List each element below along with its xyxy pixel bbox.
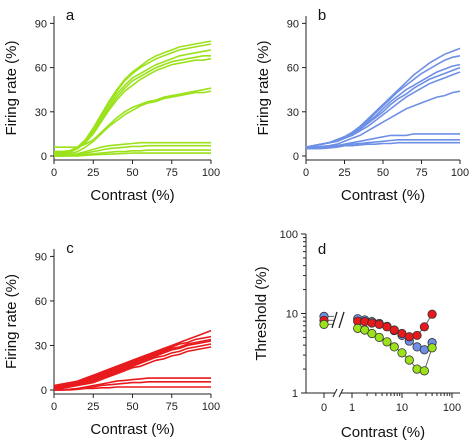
series-line-3 (54, 49, 212, 154)
axis-break-mark (338, 388, 344, 398)
panel-label: d (318, 241, 326, 258)
series-line-11 (54, 152, 211, 157)
y-tick-label: 0 (293, 151, 299, 163)
y-tick-label: 60 (35, 296, 47, 308)
x-tick-label: 0 (51, 167, 57, 179)
y-tick-label: 90 (287, 18, 299, 30)
series-line-5 (53, 343, 212, 390)
x-tick-label: 1 (349, 402, 355, 414)
data-point (404, 332, 414, 342)
axis-break-mark (332, 388, 338, 398)
x-axis-label: Contrast (%) (90, 187, 174, 204)
data-point (374, 332, 384, 343)
x-tick-label: 50 (126, 401, 138, 413)
x-tick-label: 0 (321, 402, 327, 414)
panel-label: b (318, 7, 326, 24)
y-axis-label: Threshold (%) (253, 266, 270, 360)
panel-b (302, 16, 461, 164)
panel-label: c (66, 240, 74, 257)
data-point (374, 319, 384, 329)
panel-d (301, 233, 460, 398)
series-line-3 (53, 338, 212, 388)
data-point (397, 348, 407, 358)
series-line-1 (54, 40, 212, 153)
series-line-8 (54, 141, 211, 157)
x-tick-label: 75 (415, 167, 427, 179)
x-axis-label: Contrast (%) (341, 187, 425, 204)
y-tick-label: 90 (35, 18, 47, 30)
panel-a (50, 16, 212, 164)
x-tick-label: 25 (87, 167, 99, 179)
y-axis-label: Firing rate (%) (3, 40, 20, 135)
x-tick-label: 50 (126, 167, 138, 179)
series-line-4 (305, 66, 461, 148)
axis-break-gap (335, 389, 341, 397)
series-line-9 (306, 141, 460, 148)
x-tick-label: 100 (202, 401, 220, 413)
y-axis-label: Firing rate (%) (255, 40, 272, 135)
y-tick-label: 1 (292, 388, 298, 400)
data-point (412, 330, 422, 341)
x-tick-label: 75 (166, 167, 178, 179)
y-tick-label: 0 (41, 385, 47, 397)
series-line-9 (54, 386, 211, 391)
panel-label: a (66, 7, 75, 24)
x-axis-label: Contrast (%) (341, 424, 425, 441)
y-tick-label: 60 (35, 63, 47, 75)
x-tick-label: 75 (166, 401, 178, 413)
series-line-5 (305, 71, 461, 148)
y-tick-label: 90 (35, 251, 47, 263)
panel-c (50, 249, 212, 398)
data-point (427, 343, 437, 353)
series-line-9 (54, 144, 211, 157)
series-line-6 (54, 346, 212, 390)
data-point (419, 345, 429, 355)
data-break-mark (338, 311, 345, 329)
x-tick-label: 50 (377, 167, 389, 179)
data-break-mark (331, 311, 338, 329)
y-tick-label: 30 (35, 107, 47, 119)
data-point (419, 322, 429, 332)
x-axis-label: Contrast (%) (90, 421, 174, 438)
data-point (389, 325, 399, 335)
data-break-gap (334, 310, 342, 329)
y-axis-label: Firing rate (%) (3, 274, 20, 369)
x-tick-label: 0 (51, 401, 57, 413)
x-tick-label: 0 (303, 167, 309, 179)
y-tick-label: 10 (286, 309, 298, 321)
data-point (367, 328, 377, 339)
data-point (382, 337, 392, 347)
x-tick-label: 100 (451, 167, 469, 179)
y-tick-label: 0 (41, 151, 47, 163)
data-point (389, 342, 399, 352)
series-line-1 (53, 329, 212, 387)
series-line-4 (54, 55, 211, 154)
data-point-zero (319, 319, 329, 329)
y-tick-label: 100 (280, 229, 298, 241)
series-line-6 (54, 87, 212, 148)
data-point (427, 309, 437, 319)
x-tick-label: 25 (338, 167, 350, 179)
data-point (419, 366, 429, 376)
y-tick-label: 30 (35, 340, 47, 352)
data-point (404, 355, 414, 365)
y-tick-label: 30 (287, 107, 299, 119)
x-tick-label: 25 (87, 401, 99, 413)
x-tick-label: 10 (396, 402, 408, 414)
x-tick-label: 100 (443, 402, 461, 414)
x-tick-label: 100 (202, 167, 220, 179)
series-line-6 (305, 90, 461, 150)
series-line-2 (54, 43, 212, 153)
series-line-7 (54, 90, 212, 156)
y-tick-label: 60 (287, 63, 299, 75)
